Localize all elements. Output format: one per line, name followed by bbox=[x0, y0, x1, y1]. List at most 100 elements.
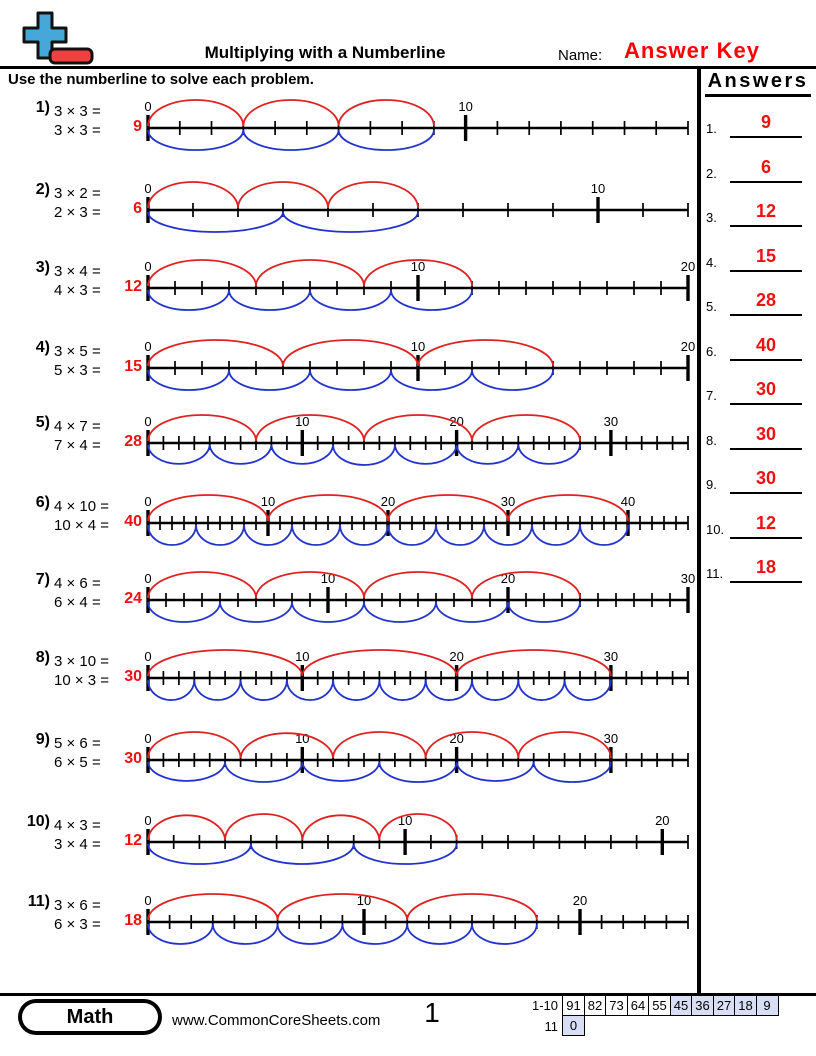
problem-equations: 4 × 10 = 10 × 4 = bbox=[54, 497, 109, 535]
problem-answer: 30 bbox=[124, 750, 142, 767]
answer-number: 11. bbox=[706, 566, 724, 581]
answer-value: 15 bbox=[755, 245, 777, 266]
answer-value: 30 bbox=[755, 423, 777, 444]
blue-jump-arc bbox=[291, 601, 365, 623]
equation-2: 10 × 4 = bbox=[54, 517, 110, 534]
answer-item: 3. 12 bbox=[704, 201, 812, 231]
blue-jump-arc bbox=[239, 679, 288, 701]
blue-jump-arc bbox=[455, 444, 520, 465]
problem-equations: 4 × 3 = 3 × 4 = bbox=[54, 816, 101, 854]
blue-jump-arc bbox=[147, 679, 196, 701]
red-jump-arc bbox=[471, 571, 581, 599]
red-jump-arc bbox=[406, 893, 538, 921]
equation-1: 3 × 6 = bbox=[54, 897, 101, 914]
problem-answer: 12 bbox=[124, 832, 142, 849]
tick-label: 30 bbox=[604, 414, 618, 429]
red-jump-arc bbox=[471, 414, 581, 442]
blue-jump-arc bbox=[309, 289, 392, 311]
red-jump-arc bbox=[267, 494, 389, 522]
blue-jump-arc bbox=[483, 524, 533, 546]
tick-label: 0 bbox=[144, 571, 151, 586]
instruction-text: Use the numberline to solve each problem… bbox=[8, 71, 314, 88]
answer-underline bbox=[730, 492, 802, 494]
equation-2: 6 × 3 = bbox=[54, 916, 101, 933]
problem-number: 6) bbox=[35, 494, 50, 511]
tick-label: 10 bbox=[458, 99, 472, 114]
blue-jump-arc bbox=[435, 524, 485, 546]
blue-jump-arc bbox=[332, 444, 396, 466]
red-jump-arc bbox=[147, 814, 226, 841]
answer-number: 9. bbox=[706, 477, 717, 492]
tick-label: 0 bbox=[144, 893, 151, 908]
equation-1: 3 × 4 = bbox=[54, 263, 101, 280]
answer-value: 12 bbox=[755, 512, 777, 533]
blue-jump-arc bbox=[309, 369, 392, 391]
equation-2: 4 × 3 = bbox=[54, 282, 101, 299]
problem: 3) 3 × 4 = 4 × 3 = 12 0 10 20 bbox=[0, 250, 700, 326]
blue-jump-arc bbox=[242, 129, 340, 151]
equation-2: 10 × 3 = bbox=[54, 672, 110, 689]
problem-equations: 4 × 7 = 7 × 4 = bbox=[54, 417, 101, 455]
problem: 10) 4 × 3 = 3 × 4 = 12 0 10 20 bbox=[0, 804, 700, 880]
tick-label: 10 bbox=[261, 494, 275, 509]
blue-jump-arc bbox=[341, 923, 409, 945]
red-jump-arc bbox=[147, 494, 269, 522]
tick-label: 10 bbox=[411, 339, 425, 354]
tick-label: 10 bbox=[295, 649, 309, 664]
blue-jump-arc bbox=[363, 601, 437, 623]
blue-jump-arc bbox=[507, 601, 581, 623]
blue-jump-arc bbox=[471, 923, 538, 945]
problem: 6) 4 × 10 = 10 × 4 = 40 0 10 20 30 40 bbox=[0, 485, 700, 561]
answer-item: 1. 9 bbox=[704, 112, 812, 142]
problem-answer: 6 bbox=[133, 200, 142, 217]
score-cell: 64 bbox=[626, 995, 650, 1016]
blue-jump-arc bbox=[378, 761, 458, 783]
blue-jump-arc bbox=[378, 679, 427, 701]
score-row-1: 91 82 73 64 55 45 36 27 18 9 bbox=[562, 995, 779, 1016]
problem-number: 11) bbox=[27, 893, 50, 910]
red-jump-arc bbox=[517, 731, 612, 759]
red-jump-arc bbox=[424, 731, 520, 759]
problem-number: 10) bbox=[26, 813, 50, 830]
blue-jump-arc bbox=[208, 444, 273, 465]
blue-jump-arc bbox=[147, 761, 226, 782]
answer-number: 8. bbox=[706, 432, 717, 448]
blue-jump-arc bbox=[424, 679, 473, 701]
problem-equations: 3 × 10 = 10 × 3 = bbox=[54, 652, 109, 690]
tick-label: 0 bbox=[144, 259, 151, 274]
answer-underline bbox=[730, 581, 802, 583]
score-row2-label: 11 bbox=[544, 1019, 559, 1034]
tick-label: 10 bbox=[411, 259, 425, 274]
answer-number: 4. bbox=[706, 254, 717, 270]
red-jump-arc bbox=[417, 339, 554, 367]
blue-jump-arc bbox=[270, 444, 334, 465]
blue-jump-arc bbox=[211, 923, 279, 945]
blue-jump-arc bbox=[147, 843, 252, 865]
red-jump-arc bbox=[301, 649, 458, 677]
tick-label: 0 bbox=[144, 99, 151, 114]
answer-item: 9. 30 bbox=[704, 468, 812, 498]
tick-label: 10 bbox=[591, 181, 605, 196]
blue-jump-arc bbox=[352, 843, 458, 865]
header-rule bbox=[0, 66, 816, 69]
problem-number: 7) bbox=[35, 571, 50, 588]
tick-label: 0 bbox=[144, 731, 151, 746]
numberline-svg: 0 10 20 bbox=[144, 813, 689, 865]
blue-jump-arc bbox=[390, 369, 473, 391]
problem: 2) 3 × 2 = 2 × 3 = 6 0 10 bbox=[0, 172, 700, 248]
blue-jump-arc bbox=[337, 129, 435, 151]
score-cell: 55 bbox=[648, 995, 671, 1016]
problem: 4) 3 × 5 = 5 × 3 = 15 0 10 20 bbox=[0, 330, 700, 406]
tick-label: 0 bbox=[144, 414, 151, 429]
tick-label: 30 bbox=[681, 571, 695, 586]
red-jump-arc bbox=[337, 99, 435, 127]
blue-jump-arc bbox=[195, 524, 245, 546]
blue-jump-arc bbox=[147, 601, 221, 623]
answer-number: 1. bbox=[706, 121, 717, 136]
answer-underline bbox=[730, 358, 802, 361]
blue-jump-arc bbox=[435, 601, 509, 623]
problem-equations: 3 × 4 = 4 × 3 = bbox=[54, 262, 101, 300]
blue-jump-arc bbox=[276, 923, 344, 945]
problem-answer: 40 bbox=[124, 513, 142, 530]
tick-label: 0 bbox=[144, 813, 151, 828]
